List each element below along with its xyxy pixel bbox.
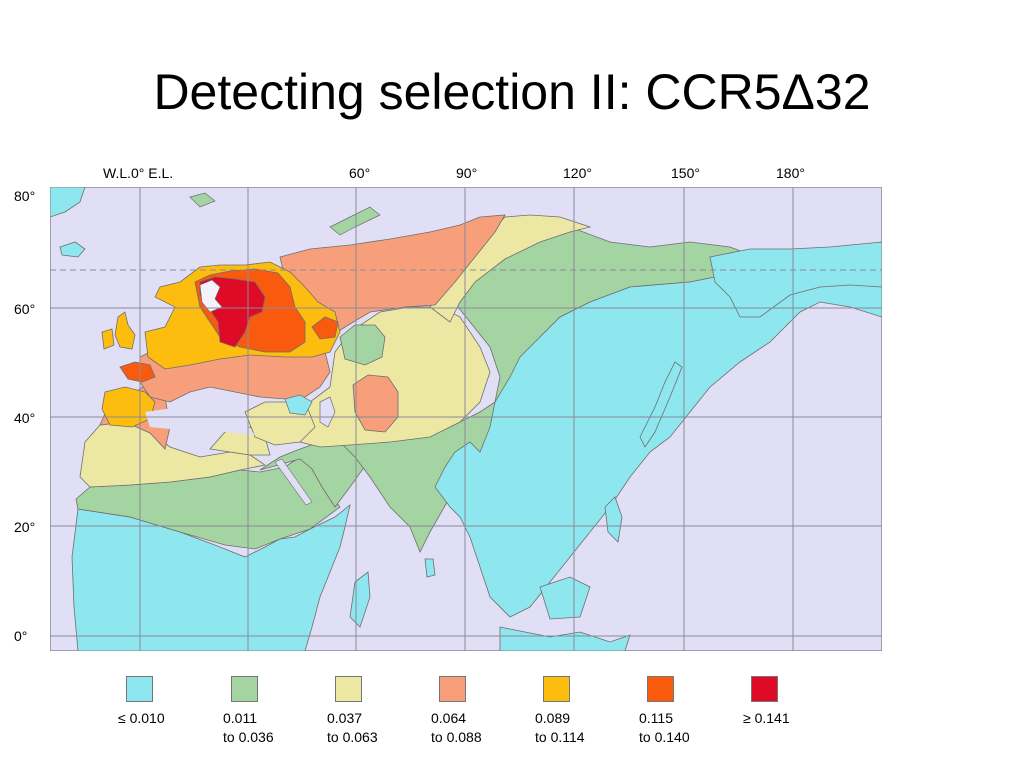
region-far-east [709,241,882,318]
legend-label: ≥ 0.141 [743,710,790,726]
legend-swatch [231,676,258,702]
latitude-label: 0° [14,628,28,644]
region-east-orange [311,316,339,340]
legend-swatch [647,676,674,702]
legend-label: 0.115 to 0.140 [639,710,690,745]
graticule [50,187,882,651]
longitude-label: 120° [563,165,592,181]
legend-label: 0.037 to 0.063 [327,710,378,745]
region-black-sea [284,394,313,416]
legend-swatch [126,676,153,702]
region-sri-lanka [424,558,436,578]
legend-swatch [335,676,362,702]
longitude-label: 90° [456,165,478,181]
region-caspian [319,396,336,428]
region-svalbard [189,192,216,208]
legend-label: 0.064 to 0.088 [431,710,482,745]
longitude-label: 60° [349,165,371,181]
region-britain [114,311,136,350]
region-japan [639,361,683,448]
legend-swatch [543,676,570,702]
region-iceland [59,241,86,258]
slide-title: Detecting selection II: CCR5Δ32 [153,64,871,120]
region-borneo [539,576,591,620]
latitude-label: 20° [14,519,36,535]
longitude-label: W.L.0° E.L. [103,165,174,181]
latitude-label: 60° [14,301,36,317]
allele-frequency-map [50,187,882,651]
region-mediterranean [145,407,255,435]
legend-label: 0.089 to 0.114 [535,710,585,745]
region-central-green-blob [339,324,386,366]
legend-label: 0.011 to 0.036 [223,710,274,745]
latitude-label: 40° [14,410,36,426]
region-greenland [50,187,86,218]
region-madagascar [349,571,371,628]
region-africa-south [71,503,351,651]
region-south-asia-cyan [434,241,882,618]
region-france-orange [119,361,156,383]
region-baltic-sea [199,279,223,313]
region-red-sea [274,458,313,506]
legend-swatch [751,676,778,702]
longitude-label: 150° [671,165,700,181]
latitude-label: 80° [14,188,36,204]
legend-swatch [439,676,466,702]
region-philippines [604,496,623,543]
longitude-label: 180° [776,165,805,181]
region-novaya-zemlya [329,206,381,236]
legend-label: ≤ 0.010 [118,710,165,726]
region-ireland [101,328,115,350]
